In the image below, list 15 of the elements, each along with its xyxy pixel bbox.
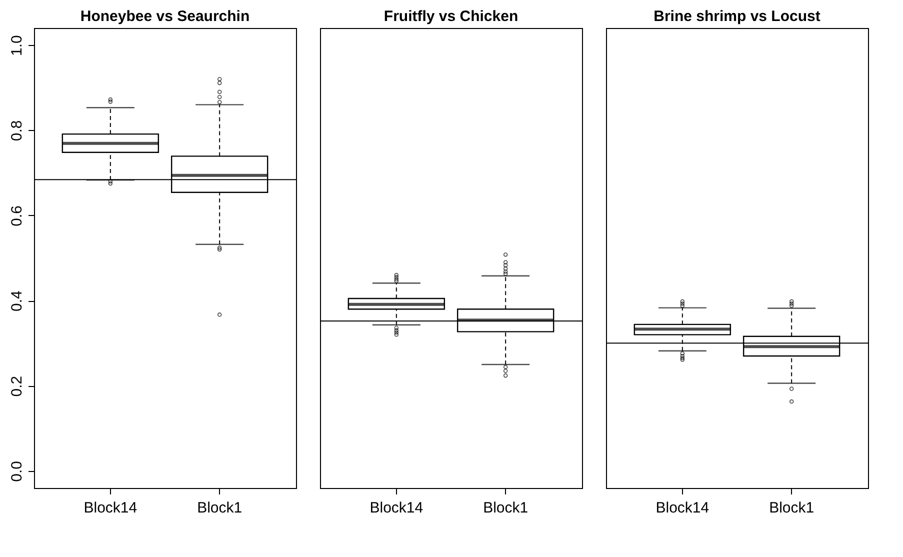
chart-title: Brine shrimp vs Locust [654, 8, 820, 25]
x-tick-label: Block14 [370, 500, 424, 516]
y-tick-label: 1.0 [8, 35, 26, 56]
x-tick-label: Block14 [656, 500, 710, 516]
chart-title: Fruitfly vs Chicken [384, 8, 518, 25]
x-tick-label: Block1 [769, 500, 814, 516]
y-tick-label: 0.6 [8, 205, 26, 226]
y-tick-label: 0.2 [8, 376, 26, 397]
x-tick-label: Block14 [84, 500, 138, 516]
chart-title: Honeybee vs Seaurchin [80, 8, 250, 25]
y-tick-label: 0.0 [8, 461, 26, 482]
y-tick-label: 0.8 [8, 120, 26, 142]
y-tick-label: 0.4 [8, 290, 26, 312]
x-tick-label: Block1 [483, 500, 528, 516]
x-tick-label: Block1 [197, 500, 242, 516]
